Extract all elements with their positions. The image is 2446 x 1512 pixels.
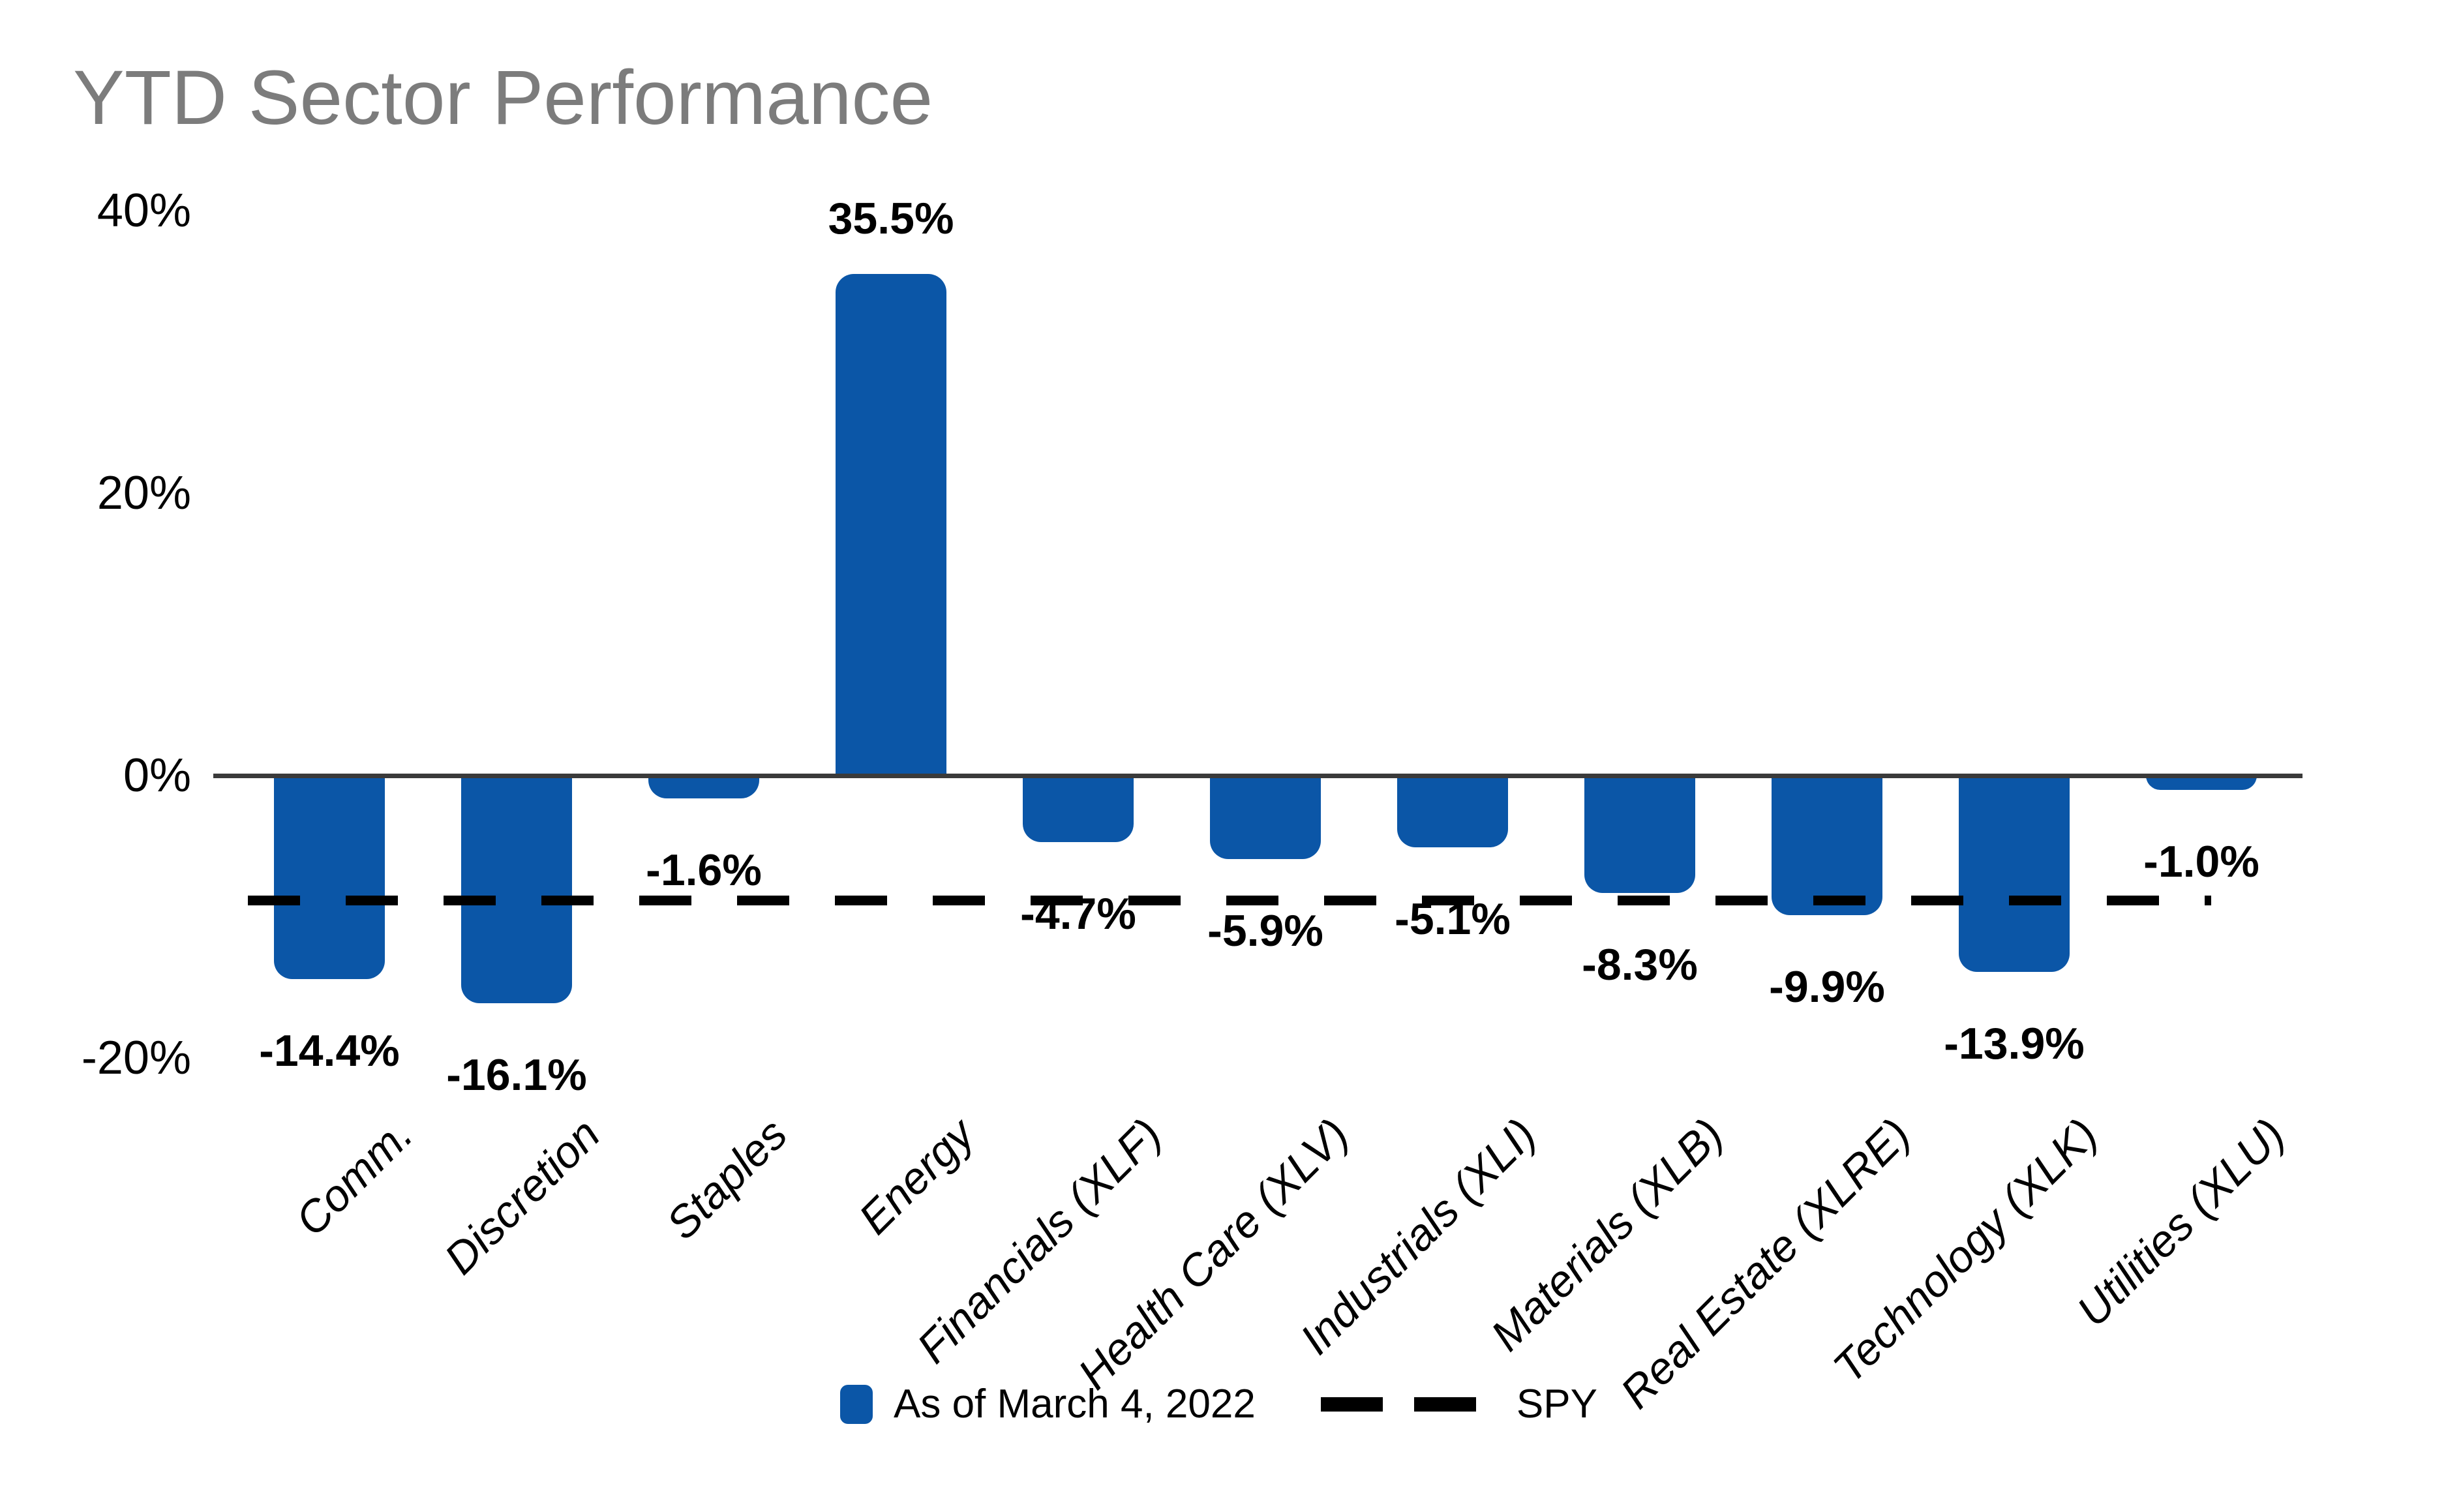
chart-title: YTD Sector Performance [73,55,933,141]
bar [1210,776,1321,859]
y-tick-label: 20% [97,467,191,519]
bar-value-label: 35.5% [828,194,954,244]
bar-value-label: -1.6% [646,845,762,895]
y-tick-label: 40% [97,185,191,237]
bar-value-label: -16.1% [446,1050,587,1100]
bar [2146,776,2257,790]
bar [1959,776,2070,972]
bar [274,776,385,979]
bar-value-label: -1.0% [2143,836,2259,886]
bar-value-label: -5.1% [1395,894,1511,945]
y-tick-label: -20% [81,1032,191,1084]
bar [648,776,759,798]
bar [1397,776,1508,848]
legend: As of March 4, 2022 SPY [840,1383,1597,1426]
bar-value-label: -9.9% [1769,962,1885,1012]
zero-axis-line [213,774,2303,778]
bar-value-label: -8.3% [1582,939,1698,990]
x-tick-label: Comm. [286,1109,423,1246]
bar [1772,776,1882,916]
bar-value-label: -5.9% [1207,905,1323,956]
bar [461,776,572,1003]
legend-dash-icon [1413,1397,1476,1412]
spy-dashed-reference-line [248,895,2211,905]
bar-value-label: -4.7% [1020,888,1136,939]
bar [836,274,946,776]
bar-value-label: -13.9% [1944,1018,2085,1068]
bar [1584,776,1695,893]
bar-value-label: -14.4% [259,1025,400,1076]
legend-line-series-label: SPY [1516,1382,1597,1427]
y-tick-label: 0% [123,749,191,802]
legend-bar-series-label: As of March 4, 2022 [894,1382,1256,1427]
bar [1023,776,1134,842]
legend-bar-swatch-icon [840,1385,873,1424]
legend-dash-icon [1320,1397,1383,1412]
